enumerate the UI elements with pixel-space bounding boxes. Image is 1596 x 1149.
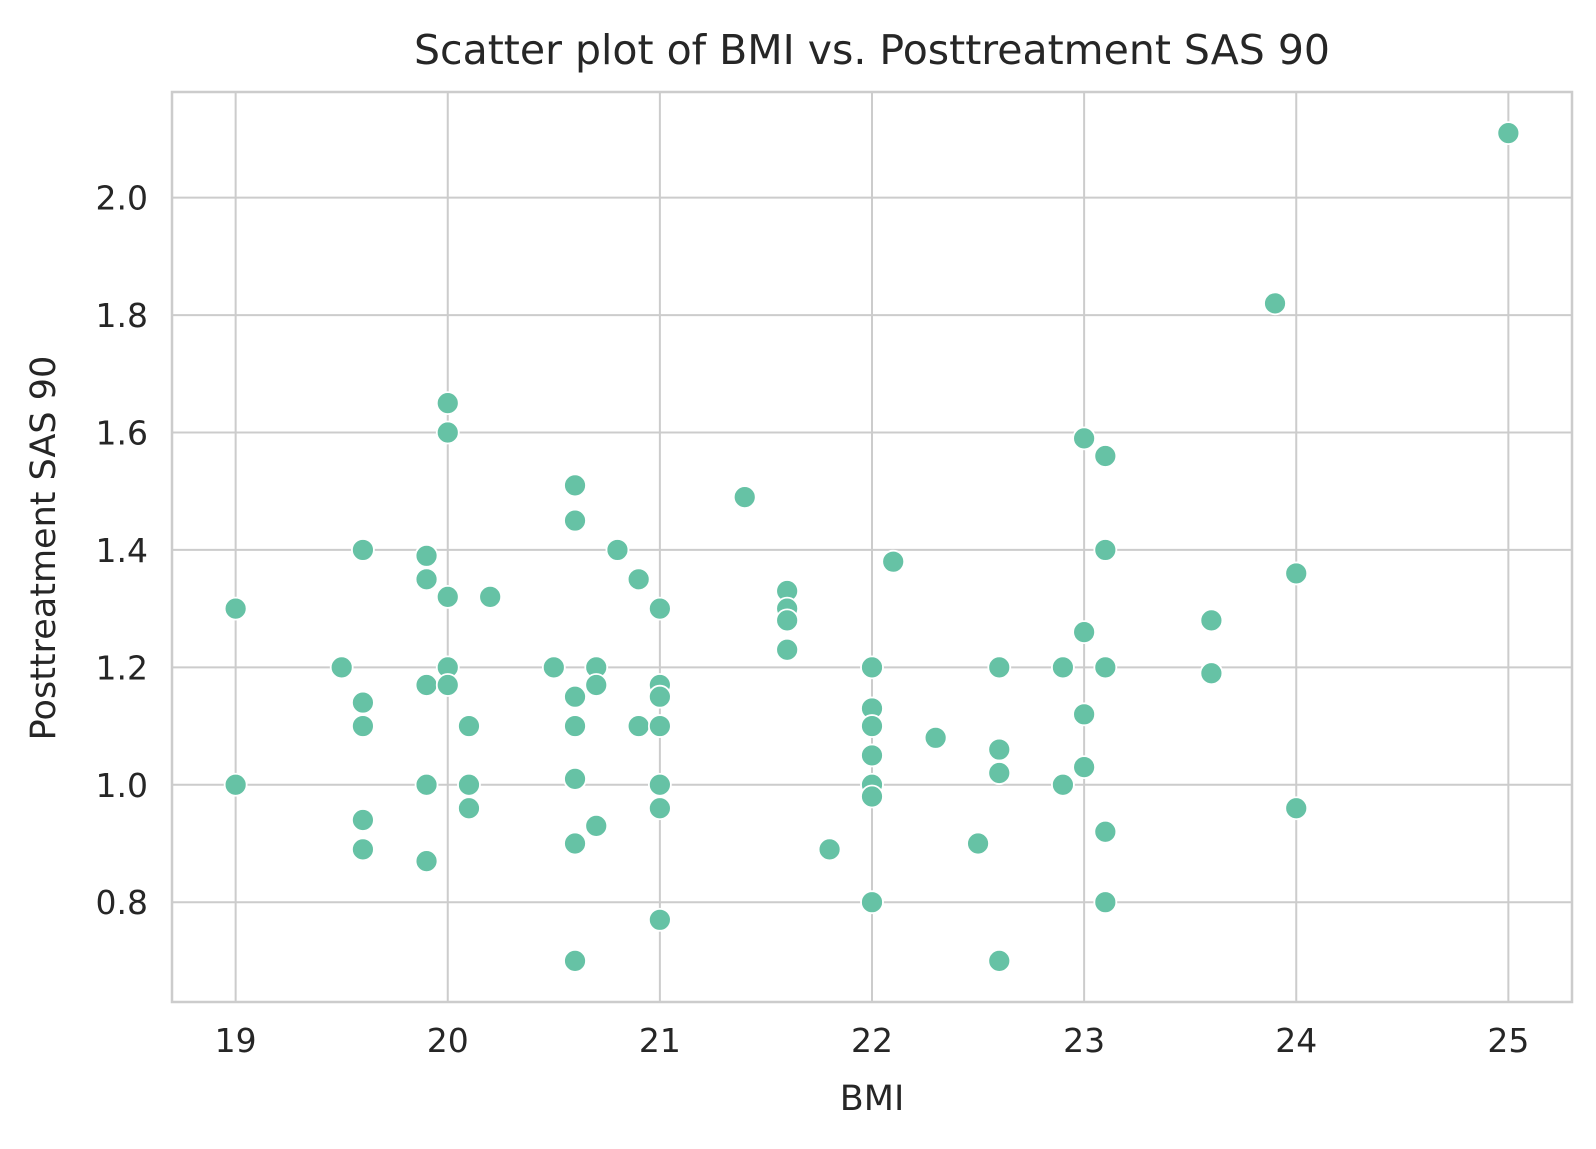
scatter-point	[414, 673, 439, 697]
data-points	[223, 121, 1521, 973]
scatter-point	[563, 949, 587, 973]
scatter-point	[987, 761, 1012, 785]
scatter-point	[605, 538, 630, 562]
scatter-point	[647, 684, 672, 709]
scatter-point	[414, 543, 439, 568]
y-tick-labels: 0.8 1.0 1.2 1.4 1.6 1.8 2.0	[96, 179, 148, 923]
scatter-point	[478, 585, 503, 609]
scatter-point	[351, 714, 375, 738]
scatter-point	[1072, 702, 1097, 727]
scatter-point	[923, 725, 948, 750]
x-tick-label: 23	[1063, 1021, 1105, 1060]
chart-title: Scatter plot of BMI vs. Posttreatment SA…	[414, 26, 1330, 74]
scatter-point	[584, 813, 609, 838]
scatter-point	[647, 796, 672, 821]
scatter-point	[1072, 620, 1097, 645]
scatter-point	[351, 538, 375, 562]
scatter-point	[457, 796, 481, 821]
scatter-point	[563, 714, 587, 738]
scatter-point	[1199, 608, 1224, 633]
scatter-point	[351, 837, 375, 862]
scatter-point	[1093, 655, 1118, 680]
scatter-point	[457, 772, 481, 797]
scatter-point	[414, 772, 439, 797]
scatter-point	[223, 596, 248, 621]
scatter-point	[987, 655, 1012, 680]
scatter-point	[732, 485, 757, 509]
scatter-point	[775, 608, 800, 633]
scatter-point	[1093, 819, 1118, 844]
y-tick-label: 2.0	[96, 179, 148, 218]
y-tick-label: 0.8	[96, 883, 148, 922]
scatter-point	[435, 420, 460, 445]
scatter-point	[817, 837, 842, 862]
scatter-point	[563, 831, 587, 856]
scatter-point	[1263, 291, 1287, 316]
scatter-point	[626, 714, 651, 738]
scatter-point	[584, 673, 609, 697]
scatter-point	[1199, 661, 1224, 686]
scatter-point	[1093, 890, 1118, 915]
x-tick-label: 24	[1275, 1021, 1317, 1060]
scatter-point	[647, 907, 672, 932]
scatter-point	[1093, 538, 1118, 562]
scatter-point	[414, 849, 439, 873]
scatter-point	[1284, 796, 1309, 821]
scatter-point	[457, 714, 481, 738]
scatter-point	[860, 890, 884, 915]
y-tick-label: 1.2	[96, 648, 148, 687]
x-tick-label: 19	[215, 1021, 257, 1060]
scatter-point	[223, 772, 248, 797]
scatter-point	[775, 637, 800, 662]
x-tick-label: 20	[427, 1021, 469, 1060]
scatter-point	[1072, 426, 1097, 451]
scatter-point	[987, 737, 1012, 762]
scatter-point	[860, 743, 884, 768]
y-tick-label: 1.6	[96, 414, 148, 453]
scatter-point	[860, 784, 884, 809]
y-tick-label: 1.8	[96, 296, 148, 335]
scatter-point	[860, 714, 884, 738]
x-axis-label: BMI	[840, 1079, 905, 1119]
scatter-point	[1051, 655, 1075, 680]
scatter-point	[966, 831, 990, 856]
scatter-point	[351, 690, 375, 715]
scatter-point	[647, 714, 672, 738]
x-tick-label: 21	[639, 1021, 681, 1060]
axes-frame	[170, 90, 1574, 1004]
scatter-point	[1093, 444, 1118, 468]
scatter-point	[881, 549, 906, 574]
scatter-point	[647, 596, 672, 621]
scatter-point	[435, 391, 460, 416]
y-axis-label: Posttreatment SAS 90	[24, 356, 64, 741]
scatter-point	[435, 673, 460, 697]
scatter-point	[563, 473, 587, 498]
scatter-point	[563, 684, 587, 709]
y-tick-label: 1.0	[96, 766, 148, 805]
scatter-point	[435, 585, 460, 609]
x-tick-label: 25	[1487, 1021, 1529, 1060]
y-tick-label: 1.4	[96, 531, 148, 570]
scatter-point	[626, 567, 651, 592]
x-tick-labels: 19 20 21 22 23 24 25	[215, 1021, 1530, 1060]
scatter-point	[541, 655, 566, 680]
scatter-point	[329, 655, 354, 680]
scatter-point	[860, 655, 884, 680]
scatter-point	[647, 772, 672, 797]
scatter-point	[351, 808, 375, 832]
scatter-point	[1284, 561, 1309, 586]
scatter-point	[1072, 755, 1097, 780]
scatter-point	[563, 508, 587, 533]
grid	[172, 92, 1572, 1002]
scatter-point	[563, 767, 587, 791]
scatter-point	[1496, 121, 1521, 145]
scatter-point	[1051, 772, 1075, 797]
scatter-point	[987, 949, 1012, 973]
scatter-point	[414, 567, 439, 592]
x-tick-label: 22	[851, 1021, 893, 1060]
